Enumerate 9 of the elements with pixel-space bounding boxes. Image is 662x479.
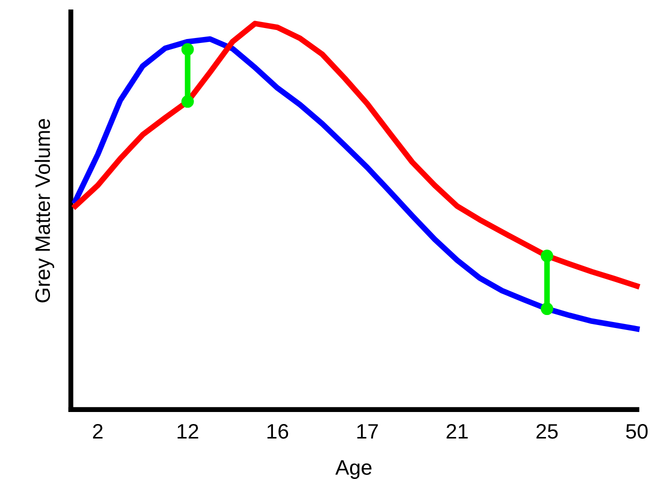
x-tick-label: 12 [178,424,198,439]
x-tick-label: 17 [357,424,378,439]
x-tick-label: 16 [267,424,288,439]
x-axis-title: Age [335,460,372,479]
x-tick-label: 25 [536,424,558,439]
x-tick-label: 50 [626,424,648,439]
y-axis-title: Grey Matter Volume [34,119,54,302]
x-tick-label: 2 [93,424,103,439]
x-tick-label: 21 [446,424,468,439]
